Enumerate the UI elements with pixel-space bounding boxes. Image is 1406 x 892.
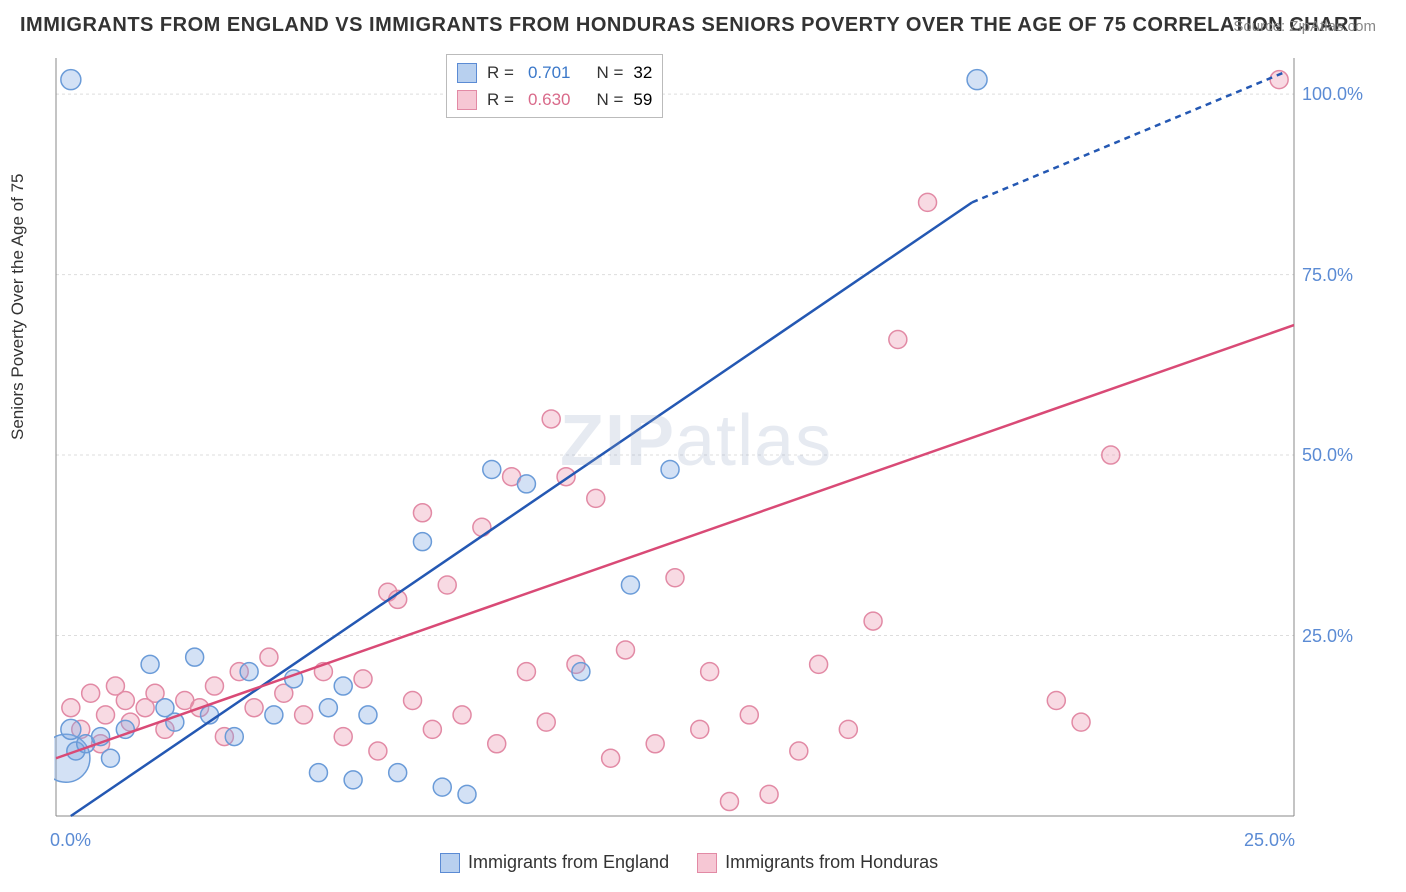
source-attribution: Source: ZipAtlas.com [1233, 18, 1376, 35]
legend-label-england: Immigrants from England [468, 852, 669, 873]
n-value-honduras: 59 [633, 86, 652, 113]
n-label: N = [596, 59, 623, 86]
legend-correlation: R = 0.701 N = 32 R = 0.630 N = 59 [446, 54, 663, 118]
x-tick-label: 0.0% [50, 830, 91, 851]
legend-item-honduras: Immigrants from Honduras [697, 852, 938, 873]
y-tick-label: 100.0% [1302, 84, 1363, 105]
plot-area [54, 56, 1354, 826]
chart-container: IMMIGRANTS FROM ENGLAND VS IMMIGRANTS FR… [0, 0, 1406, 892]
scatter-plot-svg [54, 56, 1354, 826]
r-value-england: 0.701 [528, 59, 571, 86]
legend-label-honduras: Immigrants from Honduras [725, 852, 938, 873]
swatch-england [457, 63, 477, 83]
y-tick-label: 25.0% [1302, 626, 1353, 647]
legend-item-england: Immigrants from England [440, 852, 669, 873]
y-tick-label: 75.0% [1302, 265, 1353, 286]
r-label: R = [487, 86, 514, 113]
source-label: Source: [1233, 18, 1285, 35]
legend-row-honduras: R = 0.630 N = 59 [457, 86, 652, 113]
y-axis-label: Seniors Poverty Over the Age of 75 [8, 174, 28, 440]
x-tick-label: 25.0% [1244, 830, 1295, 851]
swatch-honduras [697, 853, 717, 873]
source-value: ZipAtlas.com [1289, 18, 1376, 35]
legend-row-england: R = 0.701 N = 32 [457, 59, 652, 86]
swatch-england [440, 853, 460, 873]
legend-series: Immigrants from England Immigrants from … [440, 852, 938, 873]
n-value-england: 32 [633, 59, 652, 86]
n-label: N = [596, 86, 623, 113]
swatch-honduras [457, 90, 477, 110]
r-value-honduras: 0.630 [528, 86, 571, 113]
chart-title: IMMIGRANTS FROM ENGLAND VS IMMIGRANTS FR… [20, 14, 1362, 37]
y-tick-label: 50.0% [1302, 445, 1353, 466]
r-label: R = [487, 59, 514, 86]
